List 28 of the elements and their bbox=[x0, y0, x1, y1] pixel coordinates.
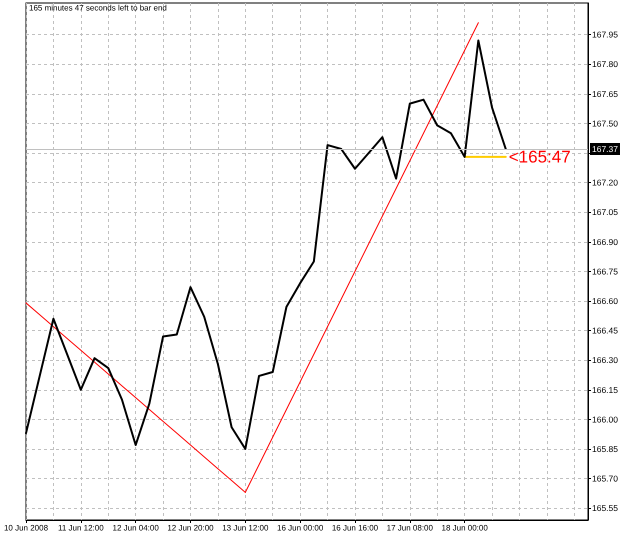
y-tick-label: 166.90 bbox=[592, 236, 618, 247]
x-tick-label: 18 Jun 00:00 bbox=[442, 524, 488, 532]
y-tick-label: 167.95 bbox=[592, 30, 618, 40]
x-tick-label: 10 Jun 2008 bbox=[4, 524, 49, 532]
x-tick-label: 17 Jun 08:00 bbox=[386, 524, 434, 532]
ref-line-label: 167.37 bbox=[592, 144, 618, 154]
y-tick-label: 167.20 bbox=[592, 178, 618, 188]
y-tick-label: 165.85 bbox=[592, 444, 618, 454]
y-tick-label: 167.80 bbox=[592, 59, 618, 70]
y-tick-label: 167.65 bbox=[592, 88, 618, 99]
x-tick-label: 11 Jun 12:00 bbox=[58, 524, 104, 532]
y-tick-label: 165.70 bbox=[592, 474, 618, 484]
y-tick-label: 166.45 bbox=[592, 326, 618, 336]
y-tick-label: 166.00 bbox=[592, 414, 618, 424]
x-tick-label: 16 Jun 16:00 bbox=[332, 524, 379, 532]
y-tick-label: 167.05 bbox=[592, 207, 618, 218]
x-tick-label: 13 Jun 12:00 bbox=[222, 524, 269, 532]
x-tick-label: 12 Jun 20:00 bbox=[167, 524, 214, 532]
y-tick-label: 167.50 bbox=[592, 118, 618, 128]
y-tick-label: 166.15 bbox=[592, 384, 618, 395]
y-tick-label: 166.75 bbox=[592, 266, 618, 276]
annotation: <165:47 bbox=[508, 147, 571, 166]
y-tick-label: 166.60 bbox=[592, 296, 618, 306]
y-tick-label: 166.30 bbox=[592, 355, 618, 366]
x-tick-label: 16 Jun 00:00 bbox=[277, 524, 324, 532]
x-tick-label: 12 Jun 04:00 bbox=[112, 524, 160, 532]
y-tick-label: 165.55 bbox=[592, 503, 618, 514]
annotation: 165 minutes 47 seconds left to bar end bbox=[29, 4, 167, 12]
